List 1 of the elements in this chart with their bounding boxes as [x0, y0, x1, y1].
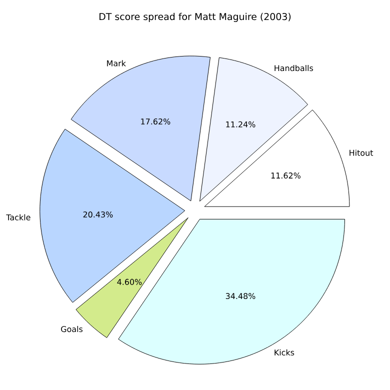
chart-title: DT score spread for Matt Maguire (2003) — [100, 12, 291, 22]
